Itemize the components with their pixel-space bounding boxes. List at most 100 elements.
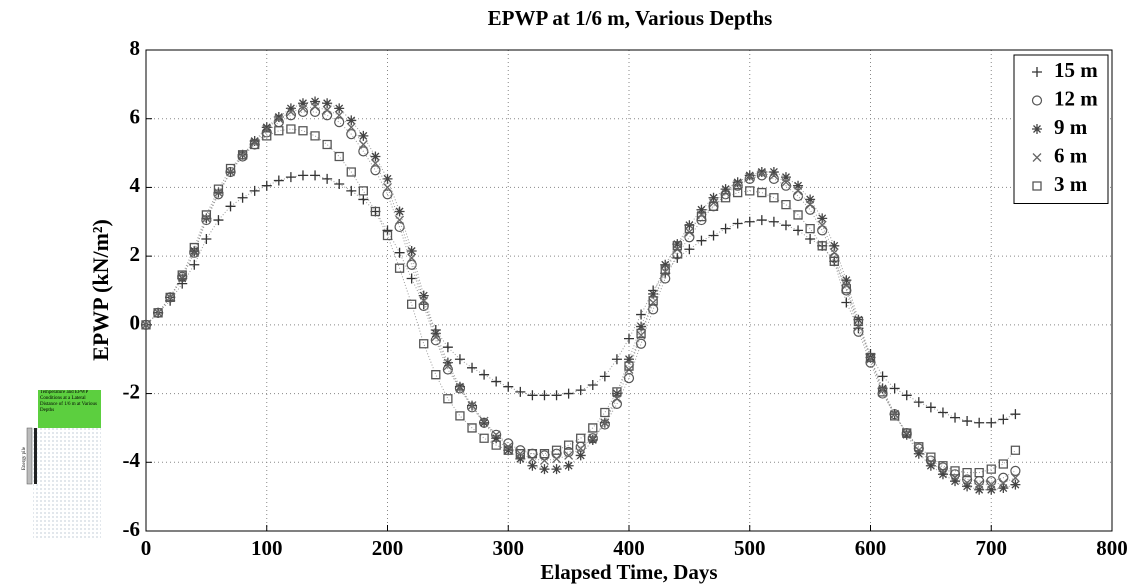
marker	[491, 376, 502, 387]
marker	[551, 390, 562, 401]
marker	[419, 339, 429, 349]
marker	[297, 170, 308, 181]
y-tick-label: 2	[130, 242, 141, 266]
inset-pile	[26, 427, 33, 485]
marker	[563, 446, 574, 458]
marker	[285, 103, 296, 114]
marker	[370, 206, 381, 217]
marker	[998, 478, 1008, 488]
chart-title: EPWP at 1/6 m, Various Depths	[488, 6, 773, 30]
legend-label: 9 m	[1054, 115, 1088, 139]
marker	[744, 170, 755, 181]
marker	[382, 230, 393, 241]
marker	[346, 122, 356, 132]
marker	[1010, 409, 1021, 420]
marker	[745, 186, 755, 196]
marker	[600, 418, 610, 428]
y-tick-label: 0	[130, 311, 141, 335]
marker	[358, 146, 369, 157]
marker	[503, 445, 513, 455]
marker	[841, 284, 851, 294]
marker	[382, 225, 393, 236]
marker	[660, 265, 670, 275]
marker	[576, 433, 586, 443]
marker	[455, 383, 465, 393]
y-tick-label: -4	[123, 448, 141, 472]
marker	[611, 388, 622, 399]
marker	[623, 373, 635, 384]
marker	[720, 184, 731, 195]
marker	[189, 242, 199, 253]
marker	[962, 467, 972, 478]
marker	[600, 407, 610, 418]
marker	[853, 314, 864, 325]
marker	[443, 394, 453, 404]
marker	[588, 423, 598, 433]
marker	[950, 412, 961, 423]
marker	[334, 110, 344, 120]
marker	[588, 433, 598, 443]
marker	[937, 407, 948, 418]
marker	[322, 139, 332, 150]
marker	[552, 454, 562, 464]
marker	[310, 96, 321, 107]
legend-marker	[1031, 95, 1043, 106]
marker	[479, 417, 490, 428]
marker	[636, 309, 647, 320]
marker	[153, 308, 163, 318]
y-axis-label: EPWP (kN/m²)	[88, 219, 113, 361]
marker	[998, 459, 1008, 469]
y-tick-label: 4	[130, 173, 141, 197]
marker	[539, 464, 550, 475]
marker	[418, 290, 429, 301]
marker	[370, 206, 381, 217]
marker	[564, 450, 574, 460]
marker	[431, 332, 441, 342]
marker	[974, 467, 984, 478]
x-tick-label: 100	[251, 536, 283, 560]
marker	[768, 216, 779, 227]
marker	[274, 114, 284, 124]
marker	[189, 259, 200, 270]
marker	[793, 225, 804, 236]
marker	[442, 357, 453, 368]
y-tick-label: -6	[123, 517, 141, 541]
x-tick-label: 600	[855, 536, 887, 560]
marker	[515, 449, 525, 459]
legend-marker	[1032, 181, 1042, 191]
marker	[515, 453, 526, 464]
marker	[274, 126, 284, 136]
marker	[672, 241, 682, 251]
marker	[406, 259, 417, 270]
marker	[141, 320, 151, 330]
marker	[708, 201, 719, 211]
marker	[624, 333, 634, 344]
legend-marker	[1032, 124, 1042, 134]
marker	[406, 273, 417, 284]
marker	[430, 328, 441, 339]
inset: Temperature and EPWP Conditions at a Lat…	[22, 390, 101, 540]
marker	[407, 253, 417, 263]
marker	[781, 199, 791, 210]
marker	[165, 292, 175, 303]
marker	[1010, 479, 1021, 490]
marker	[793, 186, 803, 196]
marker	[732, 177, 743, 188]
marker	[660, 259, 671, 270]
marker	[672, 239, 683, 250]
marker	[587, 434, 598, 445]
marker	[491, 433, 502, 444]
marker	[563, 460, 574, 471]
marker	[407, 299, 417, 309]
marker	[310, 131, 320, 141]
marker	[925, 460, 936, 471]
marker	[515, 449, 525, 459]
marker	[455, 411, 465, 421]
marker	[925, 402, 936, 413]
marker	[467, 401, 477, 411]
marker	[491, 430, 501, 440]
marker	[527, 390, 538, 401]
marker	[213, 215, 224, 226]
marker	[757, 187, 767, 198]
marker	[720, 193, 731, 203]
